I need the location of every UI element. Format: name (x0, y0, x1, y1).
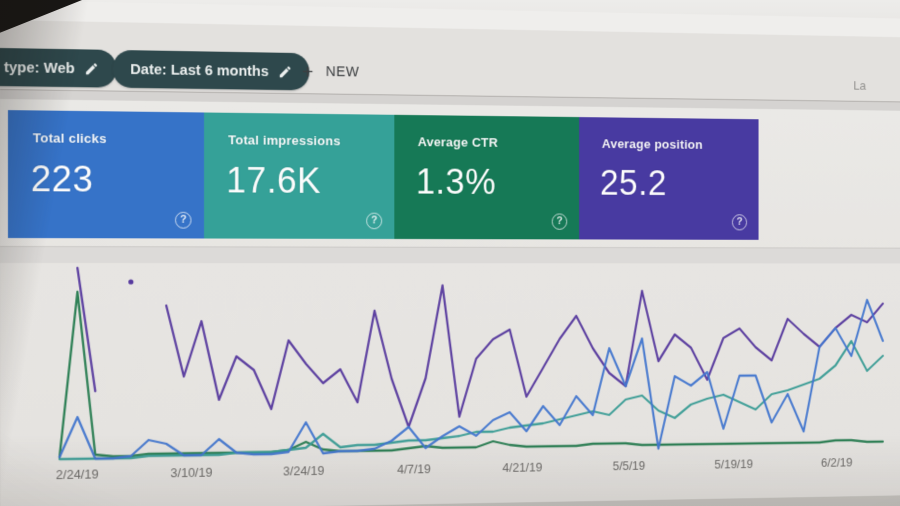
search-type-chip[interactable]: type: Web (0, 47, 117, 88)
edit-pencil-icon[interactable] (278, 64, 292, 79)
x-axis-tick: 6/2/19 (820, 455, 853, 470)
x-axis-tick: 3/10/19 (170, 464, 213, 481)
x-axis-tick: 3/24/19 (283, 463, 325, 479)
line-average-position (77, 268, 882, 431)
x-axis-tick: 2/24/19 (55, 466, 99, 483)
x-axis-tick: 4/21/19 (502, 459, 543, 475)
edit-pencil-icon[interactable] (85, 61, 100, 76)
line-total-impressions (60, 341, 883, 459)
filter-toolbar: type: Web Date: Last 6 months + NEW La (0, 20, 900, 102)
x-axis-tick: 5/5/19 (612, 458, 646, 474)
x-axis-tick: 4/7/19 (397, 461, 431, 477)
data-point-average-position (128, 279, 134, 285)
x-axis-tick: 5/19/19 (714, 456, 753, 472)
date-range-chip[interactable]: Date: Last 6 months (112, 49, 310, 91)
